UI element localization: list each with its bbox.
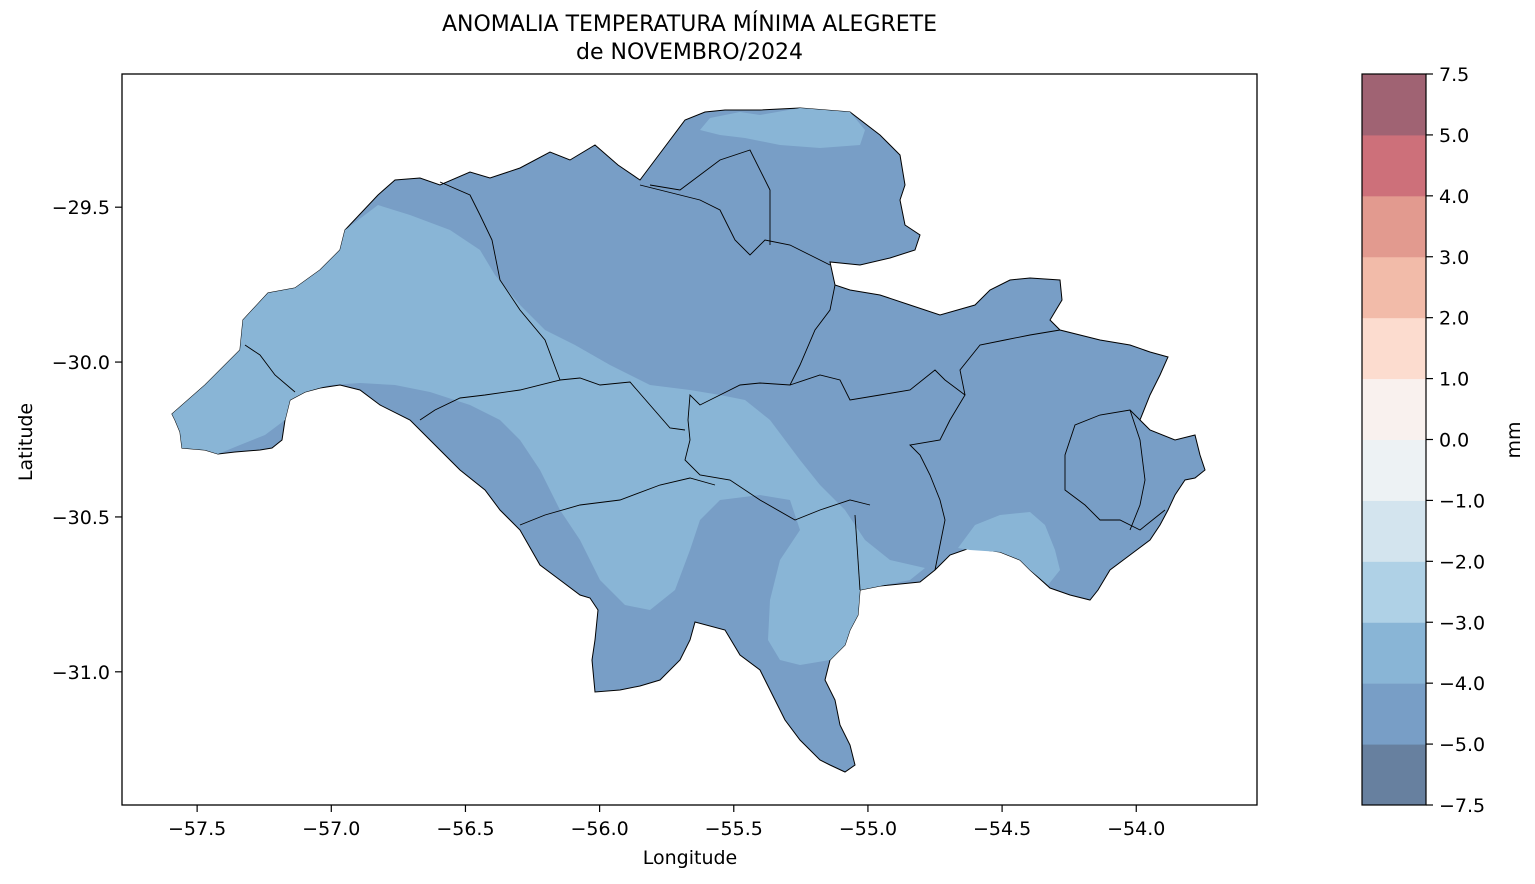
- colorbar-bin: [1362, 500, 1426, 562]
- colorbar-bin: [1362, 378, 1426, 440]
- colorbar-bin: [1362, 683, 1426, 745]
- colorbar-bin: [1362, 195, 1426, 258]
- region-southeast-light: [958, 512, 1060, 585]
- x-axis-label: Longitude: [643, 847, 738, 869]
- y-tick-label: −29.5: [52, 197, 110, 219]
- colorbar-tick-label: −4.0: [1439, 673, 1485, 695]
- map-title: ANOMALIA TEMPERATURA MÍNIMA ALEGRETE: [441, 12, 938, 37]
- colorbar-tick-label: 1.0: [1439, 369, 1469, 391]
- municipality-boundaries: [244, 149, 1166, 591]
- colorbar-tick-label: 0.0: [1439, 430, 1469, 452]
- y-tick-label: −31.0: [52, 662, 110, 684]
- x-tick-label: −56.5: [436, 818, 494, 840]
- colorbar-tick-label: −3.0: [1439, 612, 1485, 634]
- x-tick-label: −57.5: [168, 818, 226, 840]
- colorbar-label: mm: [1503, 421, 1525, 458]
- map-subtitle: de NOVEMBRO/2024: [576, 40, 803, 65]
- colorbar-bin: [1362, 256, 1426, 319]
- colorbar-tick-label: 5.0: [1439, 125, 1469, 147]
- colorbar-ticks: −7.5 −5.0 −4.0 −3.0 −2.0 −1.0 0.0 1.0 2.0 3.0 4.0 5…: [1426, 64, 1485, 817]
- x-tick-label: −54.0: [1107, 818, 1165, 840]
- colorbar-tick-label: 4.0: [1439, 186, 1469, 208]
- y-tick-label: −30.0: [52, 352, 110, 374]
- x-tick-label: −54.5: [973, 818, 1031, 840]
- y-axis: −29.5 −30.0 −30.5 −31.0: [52, 197, 122, 684]
- colorbar-bin: [1362, 561, 1426, 623]
- axes-frame: [121, 73, 1258, 806]
- x-tick-label: −57.0: [302, 818, 360, 840]
- x-tick-label: −55.5: [705, 818, 763, 840]
- colorbar-bin: [1362, 439, 1426, 501]
- y-tick-label: −30.5: [52, 507, 110, 529]
- colorbar-bin: [1362, 744, 1426, 806]
- colorbar-tick-label: −1.0: [1439, 490, 1485, 512]
- x-tick-label: −56.0: [570, 818, 628, 840]
- x-tick-label: −55.0: [839, 818, 897, 840]
- colorbar-bin: [1362, 622, 1426, 684]
- colorbar: [1362, 74, 1426, 806]
- y-axis-label: Latitude: [15, 403, 37, 481]
- x-axis: −57.5 −57.0 −56.5 −56.0 −55.5 −55.0 −54.5 −54.0: [168, 805, 1165, 840]
- colorbar-tick-label: 3.0: [1439, 247, 1469, 269]
- colorbar-tick-label: −5.0: [1439, 734, 1485, 756]
- colorbar-bin: [1362, 317, 1426, 380]
- region-west-light: [172, 205, 925, 665]
- colorbar-bin: [1362, 74, 1426, 136]
- colorbar-tick-label: −2.0: [1439, 551, 1485, 573]
- colorbar-tick-label: 2.0: [1439, 308, 1469, 330]
- map-area: [171, 107, 1206, 773]
- colorbar-tick-label: −7.5: [1439, 795, 1485, 817]
- colorbar-bin: [1362, 134, 1426, 197]
- region-north-light: [700, 108, 865, 148]
- colorbar-tick-label: 7.5: [1439, 64, 1469, 86]
